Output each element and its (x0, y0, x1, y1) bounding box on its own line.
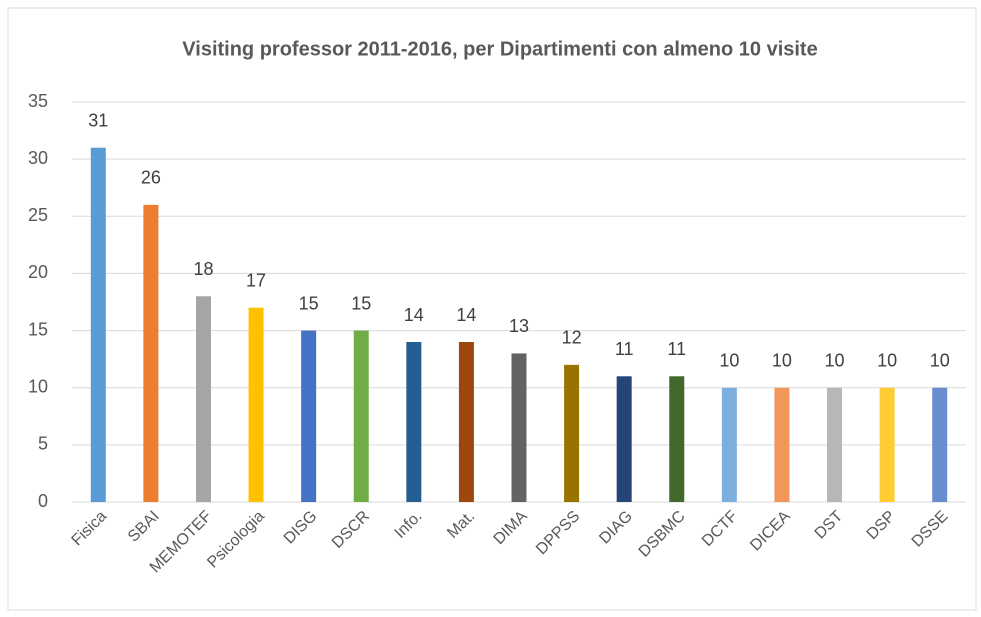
bar (827, 387, 843, 502)
bar (511, 353, 527, 502)
value-label: 31 (88, 110, 108, 130)
value-label: 17 (246, 270, 266, 290)
value-label: 15 (351, 293, 371, 313)
value-label: 11 (667, 339, 686, 359)
value-label: 12 (562, 328, 582, 348)
bar (90, 147, 106, 502)
value-label: 10 (719, 350, 739, 370)
bar (353, 330, 369, 502)
chart-frame (7, 7, 977, 611)
bar (669, 376, 685, 502)
y-tick-label: 35 (28, 91, 48, 111)
bar (879, 387, 895, 502)
value-label: 26 (141, 168, 161, 188)
bar (406, 342, 422, 502)
value-label: 10 (930, 350, 950, 370)
y-tick-label: 15 (28, 319, 48, 339)
bar (248, 307, 264, 502)
y-tick-label: 30 (28, 148, 48, 168)
bar (564, 364, 580, 502)
value-label: 18 (193, 259, 213, 279)
value-label: 15 (299, 293, 319, 313)
bar (143, 204, 159, 502)
chart-title: Visiting professor 2011-2016, per Dipart… (182, 38, 817, 60)
value-label: 11 (615, 339, 634, 359)
bar (195, 296, 211, 502)
y-tick-label: 25 (28, 205, 48, 225)
y-tick-label: 20 (28, 262, 48, 282)
y-tick-label: 5 (38, 434, 48, 454)
bar (616, 376, 632, 502)
value-label: 10 (877, 350, 897, 370)
bar (301, 330, 317, 502)
value-label: 10 (825, 350, 845, 370)
bar (458, 342, 474, 502)
bar (932, 387, 948, 502)
bar (721, 387, 737, 502)
y-tick-label: 0 (38, 491, 48, 511)
value-label: 14 (404, 305, 424, 325)
value-label: 13 (509, 316, 529, 336)
y-tick-label: 10 (28, 376, 48, 396)
bar (774, 387, 790, 502)
value-label: 10 (772, 350, 792, 370)
value-label: 14 (456, 305, 476, 325)
